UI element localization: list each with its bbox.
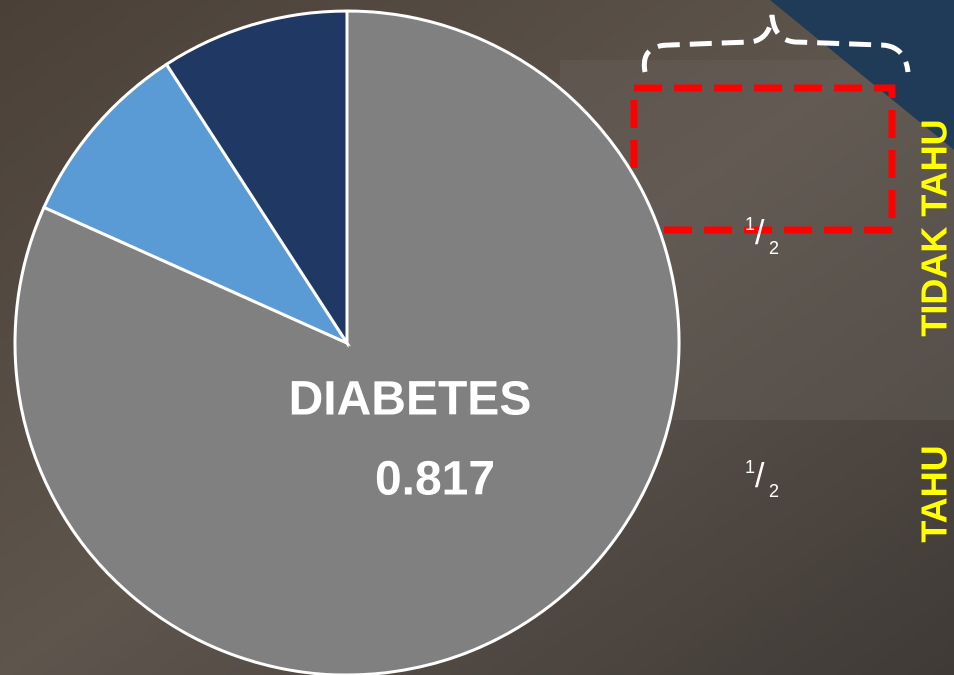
slice-label: DIABETES <box>289 373 532 426</box>
fraction-slash: / <box>755 214 765 252</box>
fraction-numerator: 1 <box>745 457 755 477</box>
fraction-denominator: 2 <box>769 238 779 258</box>
fraction-numerator: 1 <box>745 214 755 234</box>
vertical-label: TAHU <box>914 445 954 542</box>
slide: DIABETES0.817 1/21/2TIDAK TAHUTAHU <box>0 0 954 675</box>
slice-value: 0.817 <box>375 453 495 506</box>
vertical-label: TIDAK TAHU <box>914 119 954 336</box>
fraction-slash: / <box>755 457 765 495</box>
pie: DIABETES 0.817 <box>15 11 679 675</box>
fraction-denominator: 2 <box>769 481 779 501</box>
